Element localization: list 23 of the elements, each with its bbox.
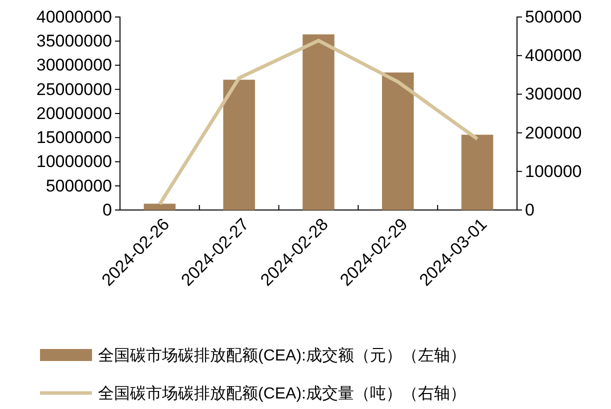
y-tick-label: 10000000: [36, 152, 112, 172]
y2-tick-label: 400000: [525, 46, 582, 66]
y2-tick-label: 0: [525, 200, 534, 220]
y2-tick-label: 300000: [525, 84, 582, 104]
y-tick-label: 25000000: [36, 80, 112, 99]
y2-tick-label: 200000: [525, 123, 582, 142]
bar: [382, 72, 414, 210]
bar: [302, 34, 334, 210]
bar: [223, 80, 255, 210]
y-tick-label: 30000000: [36, 56, 112, 75]
y2-tick-label: 100000: [525, 162, 582, 181]
legend-label: 全国碳市场碳排放配额(CEA):成交量（吨）（右轴）: [98, 384, 466, 403]
legend-label: 全国碳市场碳排放配额(CEA):成交额（元）（左轴）: [98, 346, 466, 365]
y-tick-label: 15000000: [36, 128, 112, 148]
y-tick-label: 35000000: [36, 32, 112, 51]
y-tick-label: 0: [102, 200, 112, 220]
y-tick-label: 5000000: [46, 176, 112, 196]
y-tick-label: 40000000: [36, 7, 112, 26]
bar: [144, 204, 176, 210]
line-series: [158, 38, 480, 206]
y2-tick-label: 500000: [525, 7, 582, 26]
y-tick-label: 20000000: [36, 104, 112, 123]
bar: [461, 134, 494, 210]
